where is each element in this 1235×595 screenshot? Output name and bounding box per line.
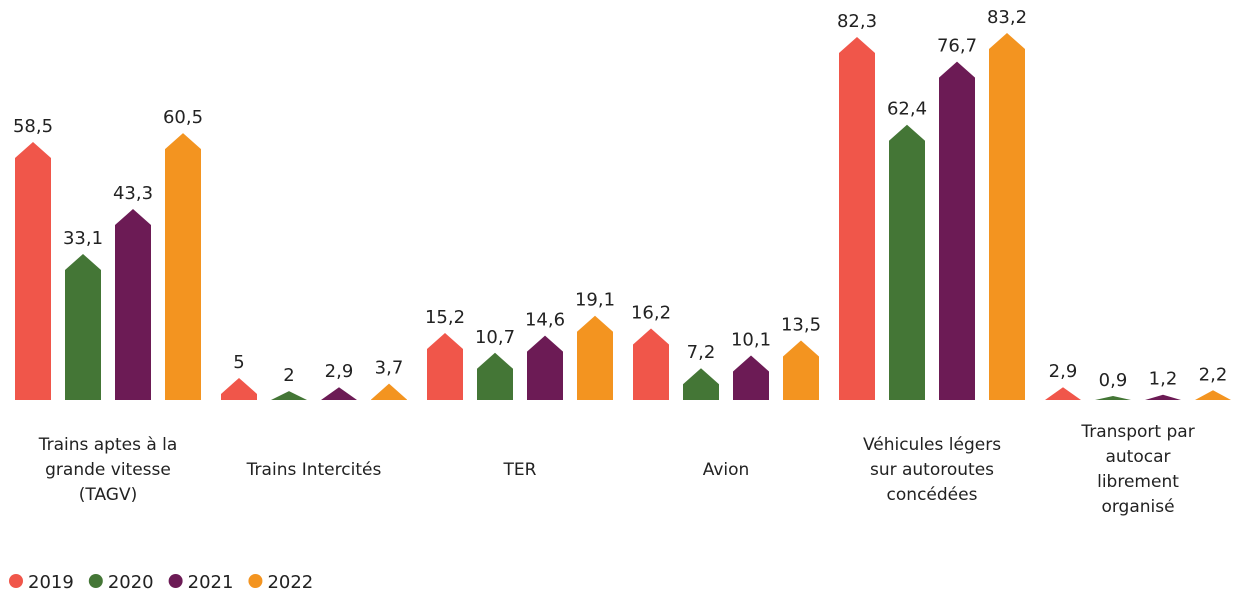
x-tick-label: TER xyxy=(503,459,537,480)
legend-marker xyxy=(9,574,23,588)
value-label: 2,2 xyxy=(1199,364,1228,385)
value-label: 33,1 xyxy=(63,228,103,249)
bar xyxy=(165,133,201,400)
bar xyxy=(839,36,875,401)
value-label: 2,9 xyxy=(1049,361,1078,382)
bar xyxy=(1195,390,1231,400)
value-label: 62,4 xyxy=(887,99,927,120)
bar xyxy=(633,328,669,400)
bar xyxy=(1145,394,1181,400)
bar xyxy=(271,391,307,400)
x-tick-label: Véhicules légers sur autoroutes concédée… xyxy=(862,434,1002,505)
legend-label: 2021 xyxy=(188,572,234,593)
bar xyxy=(321,387,357,400)
value-label: 82,3 xyxy=(837,11,877,32)
x-tick-label: Avion xyxy=(702,459,750,480)
value-label: 43,3 xyxy=(113,183,153,204)
bar xyxy=(427,332,463,400)
bar xyxy=(65,253,101,400)
bar xyxy=(989,32,1025,401)
bar xyxy=(1045,387,1081,400)
legend-marker xyxy=(88,574,103,588)
x-tick-label: Trains Intercités xyxy=(246,459,382,480)
value-label: 83,2 xyxy=(987,7,1027,28)
value-label: 13,5 xyxy=(781,314,821,335)
value-label: 19,1 xyxy=(575,290,615,311)
bar xyxy=(733,355,769,400)
x-tick-label: Transport par autocar librement organisé xyxy=(1081,422,1195,517)
bar xyxy=(783,340,819,400)
value-label: 10,1 xyxy=(731,329,771,350)
value-label: 58,5 xyxy=(13,116,53,137)
value-label: 60,5 xyxy=(163,107,203,128)
bar xyxy=(115,208,151,400)
value-label: 0,9 xyxy=(1099,370,1128,391)
value-label: 1,2 xyxy=(1149,369,1178,390)
value-label: 76,7 xyxy=(937,36,977,57)
bar xyxy=(577,315,613,400)
value-label: 2,9 xyxy=(325,361,354,382)
legend-marker xyxy=(168,574,183,588)
bar xyxy=(477,352,513,400)
bar xyxy=(221,377,257,400)
bar xyxy=(683,368,719,400)
value-label: 2 xyxy=(283,365,294,386)
bar xyxy=(939,61,975,400)
value-label: 10,7 xyxy=(475,327,515,348)
bar xyxy=(371,383,407,400)
legend-label: 2020 xyxy=(108,572,154,593)
bar xyxy=(889,124,925,400)
legend-label: 2022 xyxy=(267,572,313,593)
legend-label: 2019 xyxy=(28,572,74,593)
value-label: 16,2 xyxy=(631,303,671,324)
value-label: 7,2 xyxy=(687,342,716,363)
bar xyxy=(527,335,563,400)
bar xyxy=(15,141,51,400)
value-label: 3,7 xyxy=(375,358,404,379)
value-label: 5 xyxy=(233,352,244,373)
value-label: 15,2 xyxy=(425,307,465,328)
bar xyxy=(1095,396,1131,400)
x-tick-label: Trains aptes à la grande vitesse (TAGV) xyxy=(38,434,178,505)
value-label: 14,6 xyxy=(525,310,565,331)
legend-marker xyxy=(248,574,263,588)
